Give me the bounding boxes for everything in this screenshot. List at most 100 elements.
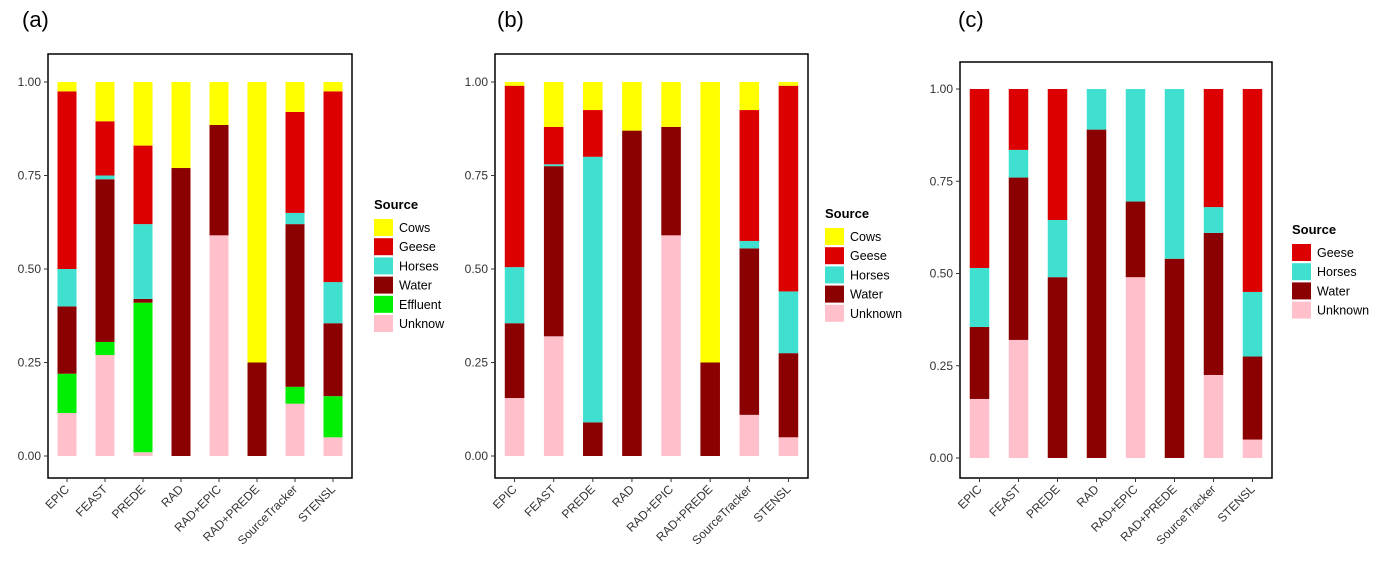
- bar-segment-cows: [171, 82, 191, 169]
- legend-label: Cows: [399, 221, 430, 235]
- bar-segment-unknown: [969, 398, 990, 458]
- bar-segment-cows: [622, 82, 642, 131]
- bar-segment-water: [778, 353, 799, 438]
- legend-swatch-cows: [825, 228, 844, 245]
- bar-segment-horses: [969, 267, 990, 328]
- bar-segment-horses: [1242, 291, 1263, 357]
- bar-segment-unknow: [57, 412, 77, 456]
- x-tick-label: EPIC: [955, 482, 985, 512]
- bar-segment-geese: [1008, 89, 1029, 150]
- bar-segment-unknown: [1008, 339, 1029, 458]
- bar-segment-cows: [778, 82, 799, 86]
- legend-swatch-geese: [1292, 244, 1311, 261]
- bar-segment-horses: [285, 212, 305, 225]
- panel-label: (b): [497, 7, 524, 32]
- y-tick-label: 0.25: [18, 356, 42, 370]
- y-tick-label: 1.00: [930, 82, 954, 96]
- bar-segment-unknown: [504, 398, 525, 456]
- x-tick-label: FEAST: [986, 482, 1024, 520]
- legend-swatch-water: [374, 276, 393, 294]
- x-tick-label: RAD: [609, 482, 637, 510]
- bar-segment-effluent: [57, 373, 77, 413]
- legend-swatch-unknown: [1292, 301, 1311, 319]
- bar-segment-geese: [543, 126, 564, 165]
- bar-segment-cows: [739, 82, 760, 111]
- bar-segment-unknow: [323, 437, 343, 456]
- bar-segment-horses: [95, 175, 115, 180]
- bar-segment-effluent: [95, 341, 115, 356]
- y-tick-label: 0.50: [465, 262, 489, 276]
- bar-segment-cows: [700, 82, 720, 363]
- bar-segment-cows: [57, 82, 77, 92]
- legend-swatch-water: [1292, 282, 1311, 300]
- bar-segment-water: [171, 168, 191, 456]
- bar-segment-cows: [247, 82, 267, 363]
- x-tick-label: FEAST: [522, 482, 560, 520]
- y-tick-label: 0.00: [930, 451, 954, 465]
- bar-segment-water: [700, 362, 720, 456]
- y-tick-label: 1.00: [465, 75, 489, 89]
- bar-segment-geese: [778, 85, 799, 292]
- bar-segment-horses: [57, 269, 77, 307]
- bar-segment-cows: [661, 82, 681, 127]
- bar-segment-geese: [57, 91, 77, 269]
- bar-segment-horses: [323, 282, 343, 324]
- legend-swatch-horses: [374, 257, 393, 275]
- bar-segment-water: [969, 327, 990, 399]
- x-tick-label: PREDE: [109, 482, 148, 521]
- plot-border: [47, 53, 353, 479]
- legend-label: Geese: [399, 240, 436, 254]
- y-tick-label: 1.00: [18, 75, 42, 89]
- x-tick-label: FEAST: [73, 482, 111, 520]
- bar-segment-water: [1125, 201, 1146, 278]
- chart-panel: (c) 0.00 0.25 0.50 0.75 1.00 EPIC FEAST PREDE RAD…: [930, 7, 1370, 547]
- x-tick-label: EPIC: [490, 482, 520, 512]
- bar-segment-unknown: [1203, 374, 1224, 458]
- x-tick-label: PREDE: [1023, 482, 1062, 521]
- bar-segment-water: [1008, 177, 1029, 340]
- legend-swatch-horses: [825, 266, 844, 284]
- x-tick-label: STENSL: [295, 482, 338, 525]
- y-tick-label: 0.50: [930, 267, 954, 281]
- bar-segment-geese: [1047, 89, 1068, 220]
- legend-label: Horses: [399, 259, 439, 273]
- legend-swatch-water: [825, 285, 844, 303]
- y-tick-label: 0.75: [18, 169, 42, 183]
- bar-segment-cows: [504, 82, 525, 86]
- bar-segment-horses: [133, 224, 153, 299]
- bar-segment-geese: [739, 110, 760, 241]
- y-tick-label: 0.00: [18, 449, 42, 463]
- legend-swatch-unknown: [825, 304, 844, 322]
- bar-segment-horses: [739, 240, 760, 249]
- bar-segment-unknown: [739, 414, 760, 456]
- bar-segment-unknow: [285, 403, 305, 456]
- bar-segment-water: [133, 298, 153, 303]
- bar-segment-water: [57, 306, 77, 374]
- bar-segment-horses: [778, 291, 799, 354]
- bar-segment-water: [739, 248, 760, 415]
- legend-swatch-geese: [374, 238, 393, 256]
- bar-segment-geese: [323, 91, 343, 283]
- bar-segment-cows: [95, 82, 115, 122]
- bar-segment-unknown: [543, 336, 564, 456]
- bar-segment-water: [504, 323, 525, 399]
- legend-label: Unknow: [399, 317, 445, 331]
- bar-segment-water: [543, 166, 564, 337]
- bar-segment-cows: [285, 82, 305, 112]
- legend-label: Effluent: [399, 298, 442, 312]
- bar-segment-geese: [285, 111, 305, 213]
- bar-segment-unknown: [778, 437, 799, 456]
- bar-segment-geese: [95, 121, 115, 176]
- bar-segment-cows: [323, 82, 343, 92]
- legend-swatch-unknow: [374, 315, 393, 332]
- bar-segment-water: [1086, 129, 1107, 458]
- bar-segment-water: [583, 422, 603, 456]
- bar-segment-water: [95, 179, 115, 342]
- bar-segment-unknown: [661, 235, 681, 456]
- legend-swatch-horses: [1292, 263, 1311, 281]
- y-tick-label: 0.75: [465, 169, 489, 183]
- bar-segment-water: [622, 130, 642, 456]
- bar-segment-water: [1164, 258, 1185, 458]
